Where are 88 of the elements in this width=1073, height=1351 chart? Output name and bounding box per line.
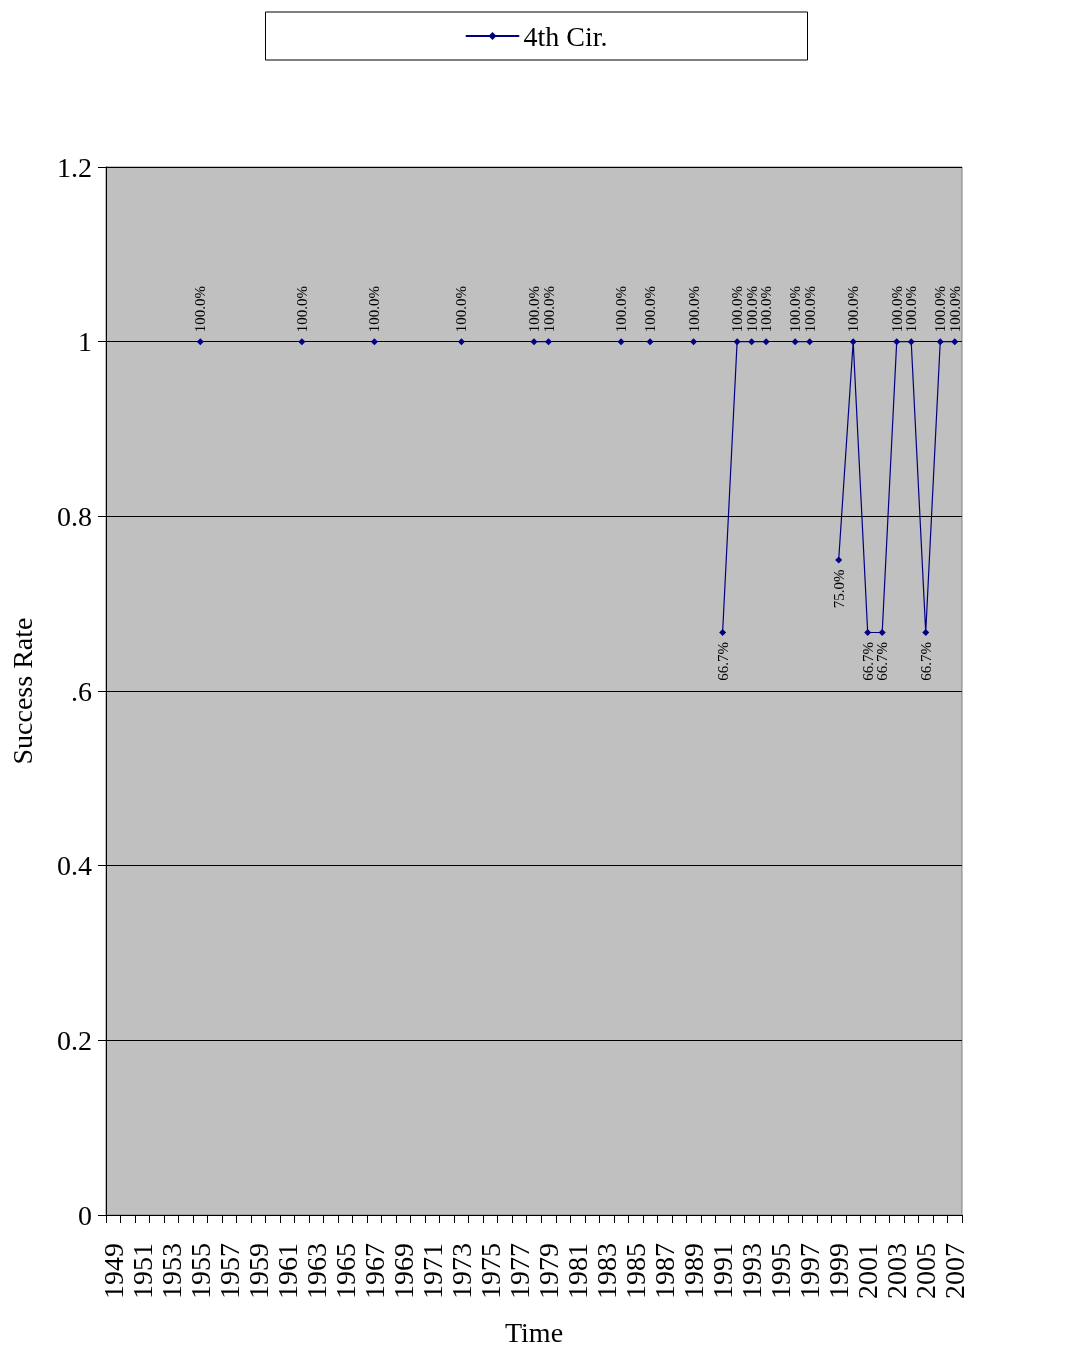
- point: [907, 338, 915, 346]
- x-tick-label: 1949: [97, 1243, 129, 1299]
- point: [922, 628, 930, 636]
- data-label: 100.0%: [946, 285, 963, 333]
- data-label: 100.0%: [787, 285, 804, 333]
- x-tick-label: 2007: [939, 1243, 971, 1299]
- point: [951, 338, 959, 346]
- x-tick-label: 1963: [300, 1243, 332, 1299]
- point: [298, 338, 306, 346]
- point: [370, 338, 378, 346]
- data-label: 100.0%: [526, 285, 542, 333]
- y-tick-label: 1.2: [57, 151, 92, 183]
- x-tick-label: 1993: [736, 1243, 768, 1299]
- x-tick-label: 1961: [271, 1243, 303, 1299]
- data-label: 100.0%: [758, 285, 775, 333]
- point: [545, 338, 553, 346]
- data-label: 100.0%: [729, 285, 746, 333]
- y-axis-title: Success Rate: [6, 617, 38, 765]
- data-label: 100.0%: [192, 285, 209, 333]
- point: [893, 338, 901, 346]
- x-tick-label: 1997: [794, 1243, 826, 1299]
- x-tick-label: 1983: [591, 1243, 623, 1299]
- x-tick-label: 1965: [329, 1243, 361, 1299]
- x-tick-label: 1979: [533, 1243, 565, 1299]
- x-tick-label: 1989: [678, 1243, 710, 1299]
- data-label: 100.0%: [366, 285, 383, 333]
- data-label: 100.0%: [903, 285, 920, 333]
- data-label: 66.7%: [714, 641, 731, 681]
- point: [196, 338, 204, 346]
- y-tick-label: 1: [78, 326, 92, 358]
- point: [878, 628, 886, 636]
- point: [762, 338, 770, 346]
- x-tick-label: 2001: [852, 1243, 884, 1299]
- point: [719, 628, 727, 636]
- y-tick-label: 0.2: [57, 1024, 92, 1056]
- x-axis-title: Time: [504, 1316, 564, 1348]
- data-label: 100.0%: [801, 285, 818, 333]
- point: [748, 338, 756, 346]
- point: [849, 338, 857, 346]
- data-label: 66.7%: [859, 641, 876, 681]
- point: [733, 338, 741, 346]
- x-tick-label: 2005: [910, 1243, 942, 1299]
- x-tick-label: 1995: [765, 1243, 797, 1299]
- x-tick-label: 1977: [503, 1243, 535, 1299]
- data-label: 100.0%: [293, 285, 310, 333]
- x-tick-label: 1951: [126, 1243, 158, 1299]
- x-tick-label: 1975: [474, 1243, 506, 1299]
- data-label: 100.0%: [888, 285, 905, 333]
- data-label: 100.0%: [685, 285, 702, 333]
- data-label: 100.0%: [540, 285, 557, 333]
- data-label: 66.7%: [917, 641, 934, 681]
- data-label: 100.0%: [453, 285, 470, 333]
- point: [690, 338, 698, 346]
- data-label: 66.7%: [874, 641, 891, 681]
- point: [864, 628, 872, 636]
- x-tick-label: 1973: [445, 1243, 477, 1299]
- point: [936, 338, 944, 346]
- point: [530, 338, 538, 346]
- x-tick-label: 1999: [823, 1243, 855, 1299]
- point: [835, 556, 843, 564]
- x-tick-label: 1969: [387, 1243, 419, 1299]
- x-tick-label: 1991: [707, 1243, 739, 1299]
- data-label: 100.0%: [932, 285, 949, 333]
- data-label: 75.0%: [830, 569, 847, 609]
- y-tick-label: .6: [71, 675, 92, 707]
- x-tick-label: 1985: [620, 1243, 652, 1299]
- x-tick-label: 1967: [358, 1243, 390, 1299]
- point: [617, 338, 625, 346]
- data-label: 100.0%: [642, 285, 659, 333]
- x-tick-label: 1955: [184, 1243, 216, 1299]
- y-tick-label: 0.8: [57, 500, 92, 532]
- x-tick-label: 1971: [416, 1243, 448, 1299]
- data-label: 100.0%: [743, 285, 760, 333]
- x-tick-label: 1987: [649, 1243, 681, 1299]
- point: [457, 338, 465, 346]
- x-tick-label: 1981: [562, 1243, 594, 1299]
- legend-label: 4th Cir.: [523, 20, 608, 52]
- point: [806, 338, 814, 346]
- y-tick-label: 0: [78, 1199, 92, 1231]
- point: [791, 338, 799, 346]
- data-label: 100.0%: [613, 285, 630, 333]
- x-tick-label: 2003: [881, 1243, 913, 1299]
- data-label: 100.0%: [845, 285, 862, 333]
- point: [646, 338, 654, 346]
- x-tick-label: 1957: [213, 1243, 245, 1299]
- x-tick-label: 1959: [242, 1243, 274, 1299]
- x-tick-label: 1953: [155, 1243, 187, 1299]
- y-tick-label: 0.4: [57, 850, 92, 882]
